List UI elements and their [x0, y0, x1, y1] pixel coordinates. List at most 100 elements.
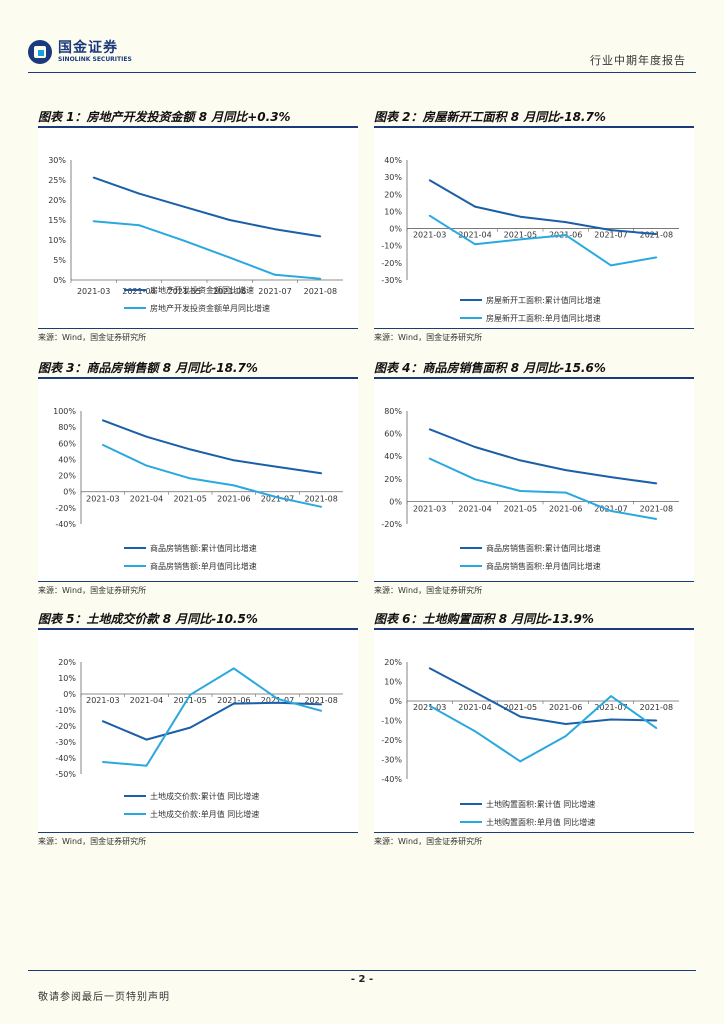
line-chart: 30% 25% 20% 15% 10% 5% 0% 2021-03 2021-04 2021-05…: [48, 156, 343, 313]
line-chart: 20% 10% 0% -10% -20% -30% -40% -50% 2021-03 2021-…: [55, 658, 343, 819]
data-point: [519, 715, 522, 718]
figure-source: 来源：Wind，国金证券研究所: [374, 586, 483, 595]
logo-cn: 国金证券: [58, 40, 118, 56]
x-tick-label: 2021-08: [640, 504, 673, 513]
legend-label: 土地购置面积:累计值 同比增速: [486, 799, 595, 809]
company-logo: 国金证券 SINOLINK SECURITIES: [28, 40, 132, 64]
figure-title: 图表 1：房地产开发投资金额 8 月同比+0.3%: [38, 110, 291, 124]
series-line-1: [102, 419, 322, 475]
y-tick-label: 5%: [53, 256, 66, 265]
legend-label: 土地成交价款:单月值 同比增速: [150, 809, 259, 819]
x-tick-label: 2021-06: [217, 495, 250, 504]
source-rule: [38, 832, 358, 833]
x-tick-label: 2021-06: [213, 287, 246, 296]
x-tick-label: 2021-07: [594, 504, 627, 513]
figure-1: 图表 1：房地产开发投资金额 8 月同比+0.3% 30% 25% 20% 15% 10%…: [38, 108, 358, 343]
y-tick-label: 80%: [58, 423, 76, 432]
data-point: [228, 219, 231, 221]
x-tick-label: 2021-05: [504, 231, 537, 240]
y-tick-label: 60%: [384, 430, 402, 439]
data-point: [274, 228, 276, 231]
y-tick-label: 10%: [384, 207, 402, 216]
data-point: [519, 760, 522, 763]
line-chart: 80% 60% 40% 20% 0% -20% 2021-03 2021-04 2021-05 2…: [381, 407, 679, 571]
y-tick-label: 0%: [63, 488, 76, 497]
data-point: [232, 459, 235, 462]
y-tick-label: 10%: [384, 678, 402, 687]
figure-source: 来源：Wind，国金证券研究所: [38, 837, 147, 846]
figure-title-rule: [374, 628, 694, 630]
data-point: [655, 482, 658, 485]
source-rule: [374, 581, 694, 582]
data-point: [655, 518, 658, 520]
y-tick-label: -30%: [55, 738, 76, 747]
y-tick-label: -10%: [381, 242, 402, 251]
legend-label: 商品房销售面积:单月值同比增速: [486, 561, 601, 571]
series-line-1: [93, 176, 321, 238]
legend-label: 房地产开发投资金额单月同比增速: [150, 303, 270, 313]
x-tick-label: 2021-03: [86, 696, 119, 705]
data-point: [564, 234, 567, 236]
data-point: [232, 667, 235, 670]
y-tick-label: 10%: [48, 236, 66, 245]
y-tick-label: 60%: [58, 439, 76, 448]
x-tick-label: 2021-07: [594, 703, 627, 712]
y-tick-label: 80%: [384, 407, 402, 416]
series-line-2: [429, 695, 657, 763]
line-chart: 100% 80% 60% 40% 20% 0% -20% -40% 2021-03 2021-04…: [53, 407, 343, 571]
y-tick-label: -40%: [55, 520, 76, 529]
data-point: [519, 459, 522, 462]
x-tick-label: 2021-07: [594, 231, 627, 240]
y-tick-label: 0%: [389, 697, 402, 706]
data-point: [228, 256, 231, 259]
y-tick-label: -20%: [55, 504, 76, 513]
logo-mark-icon: [28, 40, 52, 64]
source-rule: [374, 832, 694, 833]
x-tick-label: 2021-03: [413, 504, 446, 513]
series-line-2: [102, 667, 322, 767]
page-number: - 2 -: [350, 974, 374, 985]
data-point: [519, 238, 522, 241]
footer-divider: [28, 970, 696, 971]
x-tick-label: 2021-08: [640, 231, 673, 240]
data-point: [101, 720, 104, 723]
series-line-1: [102, 701, 322, 741]
data-point: [183, 239, 186, 242]
data-point: [320, 703, 323, 706]
y-tick-label: -10%: [381, 717, 402, 726]
x-tick-label: 2021-05: [504, 504, 537, 513]
series-line-2: [93, 220, 321, 280]
header-divider: [28, 72, 696, 73]
x-tick-label: 2021-03: [413, 231, 446, 240]
y-tick-label: 30%: [48, 156, 66, 165]
data-point: [610, 476, 612, 479]
data-point: [474, 478, 476, 481]
x-tick-label: 2021-05: [173, 495, 206, 504]
data-point: [145, 435, 148, 438]
data-point: [92, 176, 95, 179]
series-line-2: [429, 457, 657, 520]
y-tick-label: 30%: [384, 173, 402, 182]
data-point: [101, 419, 104, 422]
y-tick-label: -40%: [381, 775, 402, 784]
line-chart: 20% 10% 0% -10% -20% -30% -40% 2021-03 2021-04 20…: [381, 658, 679, 827]
data-point: [610, 229, 612, 232]
data-point: [474, 446, 476, 448]
data-point: [232, 484, 235, 487]
x-tick-label: 2021-03: [413, 703, 446, 712]
line-chart: 40% 30% 20% 10% 0% -10% -20% -30% 2021-03 2021-04…: [381, 156, 679, 323]
x-tick-label: 2021-08: [640, 703, 673, 712]
data-point: [276, 701, 279, 704]
y-tick-label: 0%: [63, 690, 76, 699]
data-point: [320, 472, 323, 475]
data-point: [189, 448, 192, 451]
data-point: [519, 490, 522, 492]
y-tick-label: 20%: [48, 196, 66, 205]
y-tick-label: -30%: [381, 276, 402, 285]
figure-6: 图表 6：土地购置面积 8 月同比-13.9% 20% 10% 0% -10% -20% -…: [374, 610, 694, 847]
x-tick-label: 2021-04: [458, 703, 491, 712]
series-line-2: [102, 443, 322, 508]
figure-title: 图表 4：商品房销售面积 8 月同比-15.6%: [374, 361, 606, 375]
y-tick-label: 100%: [53, 407, 76, 416]
x-tick-label: 2021-06: [217, 696, 250, 705]
